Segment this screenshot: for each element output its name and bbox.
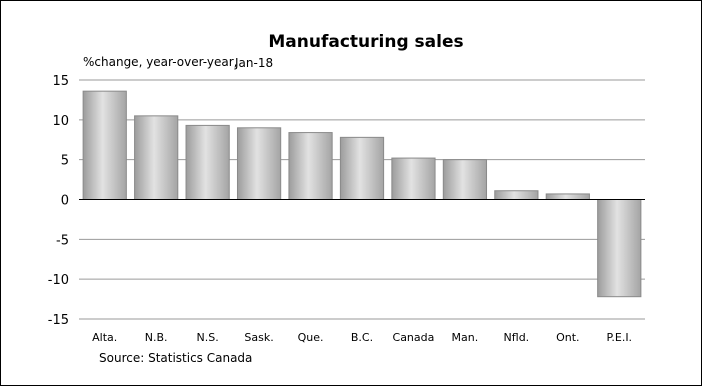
bar (494, 190, 539, 200)
y-tick-label: 0 (61, 194, 69, 209)
x-category-label: Man. (452, 331, 479, 344)
bar (82, 90, 127, 200)
x-category-label: Canada (393, 331, 435, 344)
bar (134, 115, 179, 200)
bar (185, 124, 230, 200)
source-note: Source: Statistics Canada (99, 351, 252, 365)
y-tick-label: -10 (48, 273, 69, 288)
y-tick-label: 15 (52, 74, 69, 89)
bar (545, 193, 590, 201)
bar (339, 136, 385, 200)
bar (236, 127, 282, 200)
chart-title: Manufacturing sales (268, 32, 463, 52)
x-category-label: Nfld. (504, 331, 530, 344)
x-category-label: N.B. (145, 331, 168, 344)
x-category-label: P.E.I. (606, 331, 632, 344)
bar (391, 157, 436, 200)
y-tick-label: -15 (48, 313, 69, 328)
y-axis-ticks: 15 10 5 0 -5 -10 -15 (48, 74, 69, 328)
x-category-label: Ont. (556, 331, 579, 344)
bar (597, 199, 642, 298)
y-axis-label: %change, year-over-year, (83, 55, 237, 69)
bar (442, 159, 488, 201)
x-category-label: Alta. (92, 331, 117, 344)
bar (288, 132, 333, 200)
x-category-label: N.S. (197, 331, 219, 344)
bars (82, 90, 642, 298)
y-tick-label: -5 (56, 233, 69, 248)
x-category-label: B.C. (351, 331, 373, 344)
x-category-label: Sask. (244, 331, 273, 344)
y-tick-label: 5 (61, 154, 69, 169)
x-category-label: Que. (298, 331, 324, 344)
chart-subtitle: Jan-18 (234, 56, 273, 70)
y-tick-label: 10 (52, 114, 69, 129)
x-axis-categories: Alta. N.B. N.S. Sask. Que. B.C. Canada Man. Nfld… (92, 331, 632, 344)
